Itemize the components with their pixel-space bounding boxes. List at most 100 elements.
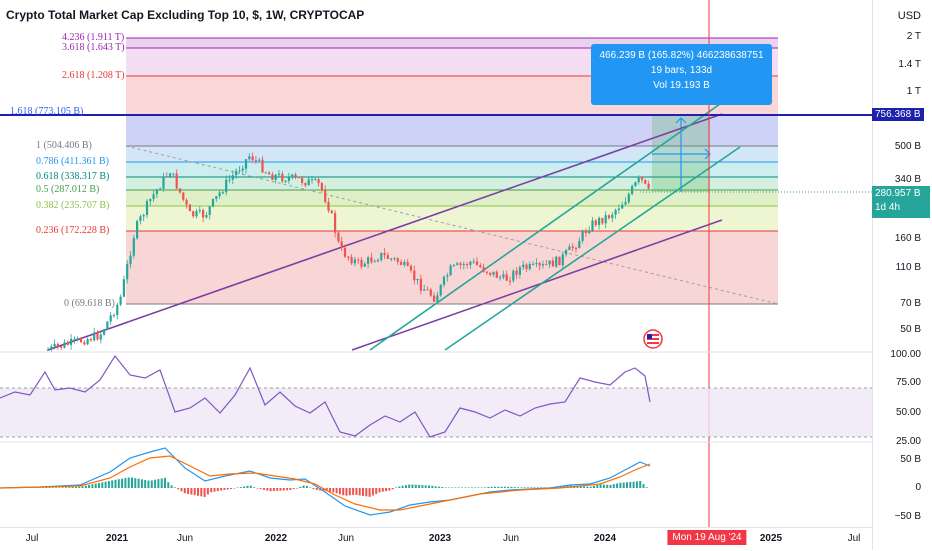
candle-body xyxy=(175,173,178,189)
candle-body xyxy=(238,170,241,172)
candle-body xyxy=(112,315,116,317)
macd-signal-line xyxy=(0,455,651,511)
macd-line xyxy=(0,447,651,516)
macd-histogram-bar xyxy=(645,487,648,488)
macd-histogram-bar xyxy=(286,488,289,491)
candle-body xyxy=(324,189,327,202)
candle-body xyxy=(248,156,251,160)
candle-body xyxy=(413,270,416,281)
macd-histogram-bar xyxy=(500,486,503,488)
macd-histogram-bar xyxy=(602,484,605,488)
macd-histogram-bar xyxy=(150,480,153,488)
macd-histogram-bar xyxy=(494,486,496,488)
macd-histogram-bar xyxy=(411,484,414,488)
candle-body xyxy=(446,275,449,277)
candle-body xyxy=(380,252,383,260)
chart-title[interactable]: Crypto Total Market Cap Excluding Top 10… xyxy=(6,8,365,22)
macd-histogram-bar xyxy=(612,484,615,488)
candle-body xyxy=(241,168,244,171)
price-axis[interactable]: USD 2 T 1.4 T 1 T 500 B 340 B 160 B 110 … xyxy=(872,0,932,550)
macd-histogram-bar xyxy=(507,486,510,488)
price-tick: 340 B xyxy=(894,174,921,185)
time-axis[interactable]: Jul 2021 Jun 2022 Jun 2023 Jun 2024 2025… xyxy=(0,527,872,551)
macd-histogram-bar xyxy=(629,481,632,488)
candle-body xyxy=(192,211,195,217)
time-tick: 2022 xyxy=(264,533,288,544)
candle-body xyxy=(271,174,274,180)
macd-histogram-bar xyxy=(599,484,602,488)
macd-histogram-bar xyxy=(424,485,427,488)
candle-body xyxy=(624,202,627,205)
macd-histogram-bar xyxy=(484,487,487,488)
trend-lines[interactable] xyxy=(47,103,741,351)
macd-histogram-bar xyxy=(385,488,388,492)
currency-label[interactable]: USD xyxy=(897,10,921,22)
macd-histogram-bar xyxy=(619,482,622,488)
candle-body xyxy=(538,263,541,266)
candle-body xyxy=(588,230,591,234)
candle-body xyxy=(103,329,106,335)
candle-body xyxy=(574,247,578,249)
macd-histogram-bar xyxy=(513,487,516,488)
price-tick: 50 B xyxy=(900,324,921,335)
macd-histogram-bar xyxy=(461,487,463,488)
macd-histogram-bar xyxy=(55,487,58,488)
candle-body xyxy=(274,174,277,180)
macd-histogram-bar xyxy=(520,487,523,488)
candle-body xyxy=(86,339,89,345)
candle-body xyxy=(502,274,505,278)
macd-histogram-bar xyxy=(259,488,262,490)
candle-body xyxy=(165,176,168,178)
fib-retracement-zones[interactable] xyxy=(126,38,778,304)
candle-body xyxy=(604,215,607,224)
macd-histogram-bar xyxy=(41,487,44,488)
time-tick: 2024 xyxy=(593,533,617,544)
candle-body xyxy=(419,278,422,291)
macd-histogram-bar xyxy=(305,485,308,488)
macd-histogram-bar xyxy=(533,487,536,488)
candle-body xyxy=(522,264,525,268)
macd-tick: 50 B xyxy=(900,454,921,465)
candle-body xyxy=(215,196,218,199)
candle-body xyxy=(363,263,366,267)
macd-histogram-bar xyxy=(131,477,133,488)
main-chart[interactable] xyxy=(0,0,872,527)
candle-body xyxy=(370,257,373,262)
candle-body xyxy=(637,176,640,183)
macd-histogram-bar xyxy=(78,486,81,488)
macd-tick: 0 xyxy=(915,482,921,493)
candle-body xyxy=(235,170,238,176)
candle-body xyxy=(515,270,518,275)
macd-histogram-bar xyxy=(431,485,434,488)
macd-histogram-bar xyxy=(451,487,454,488)
macd-histogram-bar xyxy=(639,480,642,488)
candle-body xyxy=(373,261,376,263)
candle-body xyxy=(482,267,485,272)
macd-histogram-bar xyxy=(253,487,256,488)
candle-body xyxy=(598,217,601,226)
rsi-band xyxy=(0,388,872,437)
rsi-tick: 100.00 xyxy=(890,349,921,360)
macd-tick: −50 B xyxy=(894,511,921,522)
candle-body xyxy=(159,188,162,190)
macd-histogram-bar xyxy=(197,488,199,496)
macd-histogram-bar xyxy=(464,487,467,488)
macd-histogram-bar xyxy=(48,487,51,488)
candle-body xyxy=(512,270,515,281)
time-tick: Jun xyxy=(176,533,194,544)
rsi-line xyxy=(0,354,651,438)
macd-histogram-bar xyxy=(230,488,232,490)
macd-histogram-bar xyxy=(249,485,252,488)
last-price-badge: 280.957 B 1d 4h xyxy=(872,186,930,218)
candle-body xyxy=(129,255,132,265)
candle-body xyxy=(136,221,139,239)
macd-histogram-bar xyxy=(579,486,582,488)
us-flag-icon[interactable] xyxy=(643,329,663,349)
candle-body xyxy=(149,198,152,202)
macd-histogram-bar xyxy=(635,481,638,488)
candle-body xyxy=(142,214,145,217)
candle-body xyxy=(53,343,56,347)
candle-body xyxy=(436,295,439,302)
candle-body xyxy=(350,257,353,264)
measure-tooltip-range: 466.239 B (165.82%) 466238638751 xyxy=(599,50,764,61)
